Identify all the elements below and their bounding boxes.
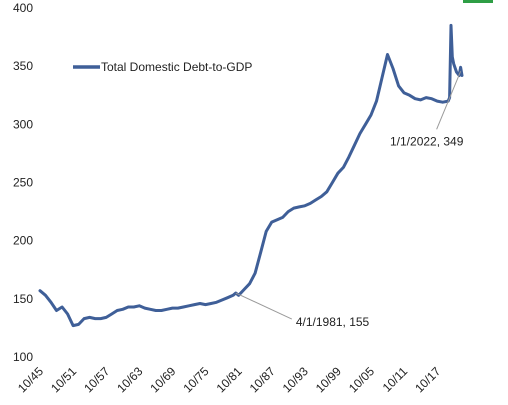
x-axis: 10/45 10/51 10/57 10/63 10/69 10/75 10/81 10/87… [15, 364, 444, 395]
x-tick-label: 10/81 [214, 364, 245, 395]
series-line [38, 23, 464, 328]
x-tick-label: 10/45 [15, 364, 46, 395]
x-tick-label: 10/11 [380, 364, 411, 395]
legend: Total Domestic Debt-to-GDP [73, 60, 252, 74]
y-tick-label: 100 [13, 350, 33, 364]
x-tick-label: 10/51 [48, 364, 79, 395]
x-tick-label: 10/57 [81, 364, 112, 395]
x-tick-label: 10/69 [147, 364, 178, 395]
y-tick-label: 300 [13, 117, 33, 131]
x-tick-label: 10/05 [346, 364, 377, 395]
annotation-label-2022: 1/1/2022, 349 [390, 134, 464, 148]
x-tick-label: 10/87 [247, 364, 278, 395]
y-tick-label: 400 [13, 1, 33, 15]
legend-label: Total Domestic Debt-to-GDP [101, 60, 252, 74]
x-tick-label: 10/93 [280, 364, 311, 395]
annotation-leader-1981 [235, 292, 293, 320]
x-tick-label: 10/17 [412, 364, 443, 395]
y-tick-label: 250 [13, 176, 33, 190]
y-tick-label: 350 [13, 59, 33, 73]
top-right-accent-bar [463, 0, 493, 3]
x-tick-label: 10/75 [180, 364, 211, 395]
y-tick-label: 200 [13, 234, 33, 248]
x-tick-label: 10/99 [313, 364, 344, 395]
annotation-leader-2022 [436, 71, 462, 130]
annotations: 4/1/1981, 155 1/1/2022, 349 [235, 71, 464, 329]
y-axis: 100 150 200 250 300 350 400 [13, 1, 33, 364]
annotation-label-1981: 4/1/1981, 155 [296, 315, 370, 329]
y-tick-label: 150 [13, 292, 33, 306]
x-tick-label: 10/63 [114, 364, 145, 395]
